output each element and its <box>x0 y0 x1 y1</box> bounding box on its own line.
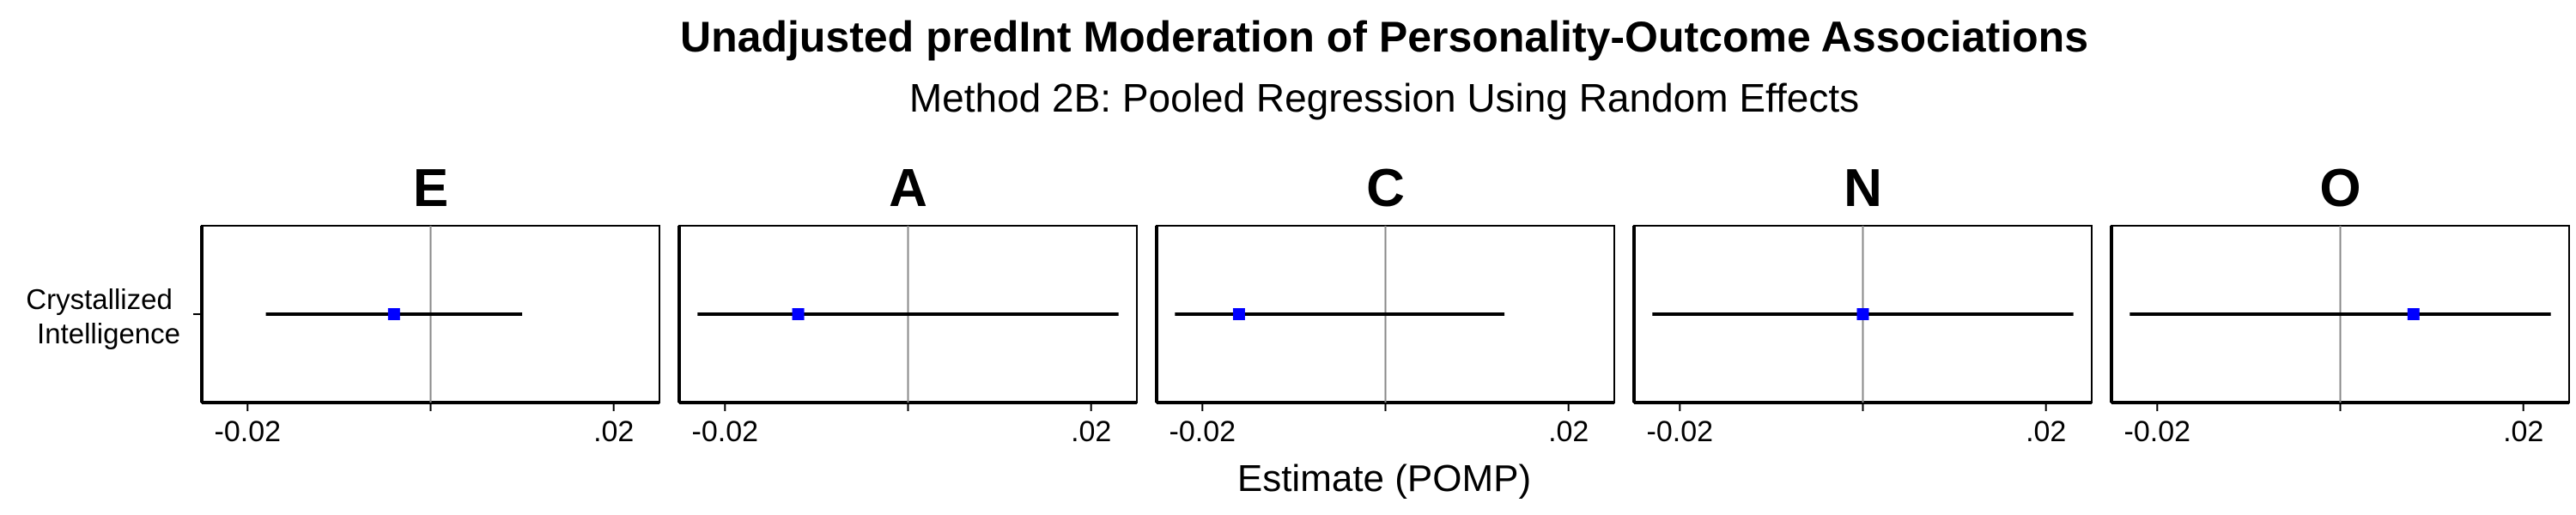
row-label-line-1: Crystallized <box>26 283 173 315</box>
x-tick-label-e-2: .02 <box>593 415 634 448</box>
point-estimate-a <box>792 308 805 320</box>
point-estimate-o <box>2407 308 2420 320</box>
facet-label-e: E <box>413 159 448 218</box>
x-tick-label-c-0: -0.02 <box>1170 415 1236 448</box>
x-tick-label-o-0: -0.02 <box>2124 415 2191 448</box>
x-tick-label-c-2: .02 <box>1548 415 1589 448</box>
point-estimate-c <box>1232 308 1245 320</box>
x-tick-label-n-2: .02 <box>2026 415 2066 448</box>
facet-label-c: C <box>1366 159 1405 218</box>
facet-label-a: A <box>889 159 927 218</box>
x-tick-label-e-0: -0.02 <box>215 415 282 448</box>
facet-label-o: O <box>2319 159 2360 218</box>
facet-label-n: N <box>1844 159 1882 218</box>
x-tick-label-a-2: .02 <box>1071 415 1111 448</box>
chart-subtitle: Method 2B: Pooled Regression Using Rando… <box>909 76 1859 120</box>
point-estimate-n <box>1856 308 1869 320</box>
x-tick-label-n-0: -0.02 <box>1647 415 1714 448</box>
row-label-line-2: Intelligence <box>37 318 180 349</box>
x-tick-label-o-2: .02 <box>2503 415 2543 448</box>
x-tick-label-a-0: -0.02 <box>692 415 759 448</box>
chart-title: Unadjusted predInt Moderation of Persona… <box>680 13 2088 61</box>
point-estimate-e <box>387 308 400 320</box>
row-label: Crystallized Intelligence <box>26 283 180 349</box>
facet-panels: E -0.02 .02 A -0.02 .02 C -0.02 .02 N -0.02 .02 O -0.… <box>193 159 2570 448</box>
x-axis-label: Estimate (POMP) <box>1237 457 1531 500</box>
